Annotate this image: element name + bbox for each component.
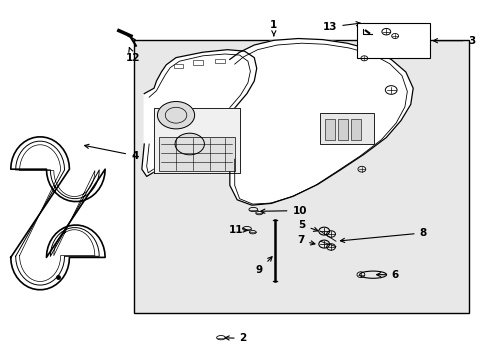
Text: 7: 7 [296, 235, 314, 246]
Text: 12: 12 [125, 48, 140, 63]
Bar [134, 40, 468, 313]
Bar [325, 119, 334, 140]
Text: 11: 11 [228, 225, 246, 235]
Polygon shape [229, 39, 412, 205]
Text: 1: 1 [270, 20, 277, 36]
Bar [338, 119, 347, 140]
Polygon shape [154, 108, 239, 173]
Bar [320, 113, 373, 144]
Circle shape [175, 133, 204, 155]
Bar [193, 60, 203, 65]
Circle shape [157, 102, 194, 129]
Text: 9: 9 [255, 257, 271, 275]
Text: 4: 4 [84, 144, 138, 161]
Bar [173, 64, 183, 68]
Polygon shape [11, 137, 105, 290]
Text: 2: 2 [224, 333, 246, 343]
Text: 8: 8 [340, 228, 426, 243]
Bar [159, 137, 234, 171]
Text: 5: 5 [298, 220, 317, 231]
Text: 6: 6 [376, 270, 398, 280]
Bar [356, 23, 429, 58]
Bar [350, 119, 360, 140]
Text: 13: 13 [322, 22, 360, 32]
Polygon shape [142, 50, 256, 176]
Text: 10: 10 [260, 206, 306, 216]
Text: 3: 3 [432, 36, 475, 46]
Bar [215, 59, 224, 63]
